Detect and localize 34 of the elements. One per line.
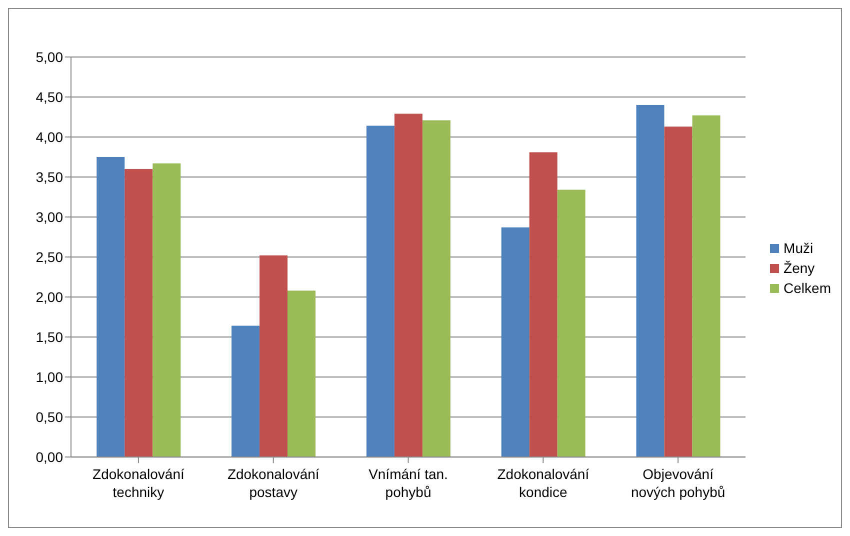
bar [557, 190, 586, 457]
x-tick-label: Zdokonalování kondice [497, 466, 590, 500]
y-tick-label: 3,00 [36, 208, 64, 225]
bar [692, 115, 720, 457]
x-tick-label: Zdokonalování techniky [92, 466, 184, 500]
y-tick-label: 2,50 [36, 248, 64, 265]
bar [394, 114, 422, 457]
bar [664, 126, 692, 457]
x-tick-label: Vnímání tan. pohybů [368, 466, 448, 500]
y-tick-label: 1,00 [36, 368, 64, 385]
bar [529, 152, 558, 457]
legend-label: Celkem [784, 280, 831, 296]
bar [288, 290, 316, 457]
bar [96, 157, 125, 457]
legend-label: Ženy [784, 260, 815, 276]
x-tick-label: Objevování nových pohybů [630, 466, 726, 500]
bar [152, 163, 181, 457]
bar [124, 169, 153, 457]
x-tick-label: Zdokonalování postavy [227, 466, 320, 500]
bar [501, 227, 530, 457]
y-tick-label: 5,00 [36, 48, 64, 65]
y-tick-label: 4,00 [36, 128, 64, 145]
y-tick-label: 0,50 [36, 408, 64, 425]
bar [232, 326, 260, 457]
y-tick-label: 3,50 [36, 168, 64, 185]
bar [366, 126, 394, 457]
bar [422, 120, 450, 457]
y-tick-label: 4,50 [36, 88, 64, 105]
legend-label: Muži [784, 240, 814, 256]
y-tick-label: 2,00 [36, 288, 64, 305]
y-tick-label: 0,00 [36, 448, 64, 465]
y-tick-label: 1,50 [36, 328, 64, 345]
bar [260, 255, 288, 457]
bar [636, 105, 664, 457]
